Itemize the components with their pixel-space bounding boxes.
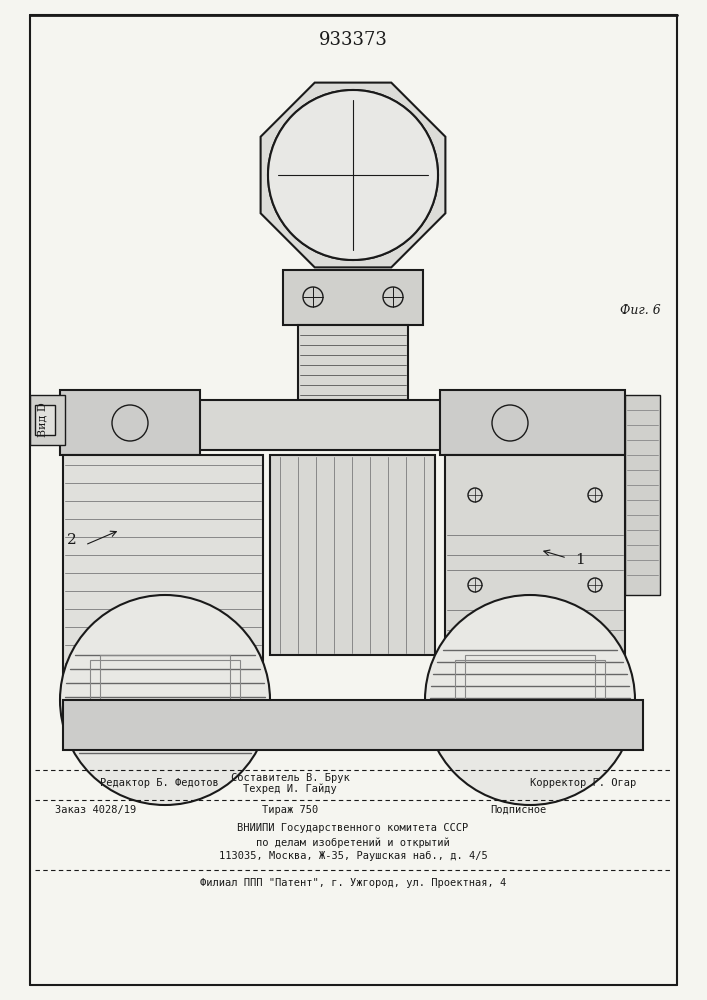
Text: Заказ 4028/19: Заказ 4028/19 [55,805,136,815]
Polygon shape [261,83,445,267]
Text: 1: 1 [575,553,585,567]
Circle shape [60,595,270,805]
Text: ВНИИПИ Государственного комитета СССР: ВНИИПИ Государственного комитета СССР [238,823,469,833]
Bar [455,660,605,740]
Bar [90,660,240,740]
Text: 933373: 933373 [319,31,387,49]
Text: Вид D: Вид D [37,403,47,437]
Bar [270,455,435,655]
Text: 113035, Москва, Ж-35, Раушская наб., д. 4/5: 113035, Москва, Ж-35, Раушская наб., д. … [218,851,487,861]
Bar [283,270,423,325]
Text: Филиал ППП "Патент", г. Ужгород, ул. Проектная, 4: Филиал ППП "Патент", г. Ужгород, ул. Про… [200,878,506,888]
Text: 2: 2 [67,533,77,547]
Circle shape [425,595,635,805]
Bar [60,390,200,455]
Bar [30,395,65,445]
Bar [298,325,408,405]
Text: Составитель В. Брук: Составитель В. Брук [230,773,349,783]
Bar [445,455,625,655]
Text: Техред И. Гайду: Техред И. Гайду [243,783,337,794]
Text: Корректор Г. Огар: Корректор Г. Огар [530,778,636,788]
Bar [465,655,595,745]
Bar [100,655,230,745]
Bar [130,400,575,450]
Text: по делам изобретений и открытий: по делам изобретений и открытий [256,837,450,848]
Text: Редактор Б. Федотов: Редактор Б. Федотов [100,778,218,788]
Text: Подписное: Подписное [490,805,547,815]
Bar [63,700,643,750]
Bar [625,395,660,595]
Bar [35,405,55,435]
Text: Фиг. 6: Фиг. 6 [620,304,661,316]
Circle shape [268,90,438,260]
Circle shape [268,90,438,260]
Bar [63,455,263,705]
Text: Тираж 750: Тираж 750 [262,805,318,815]
Bar [440,390,625,455]
